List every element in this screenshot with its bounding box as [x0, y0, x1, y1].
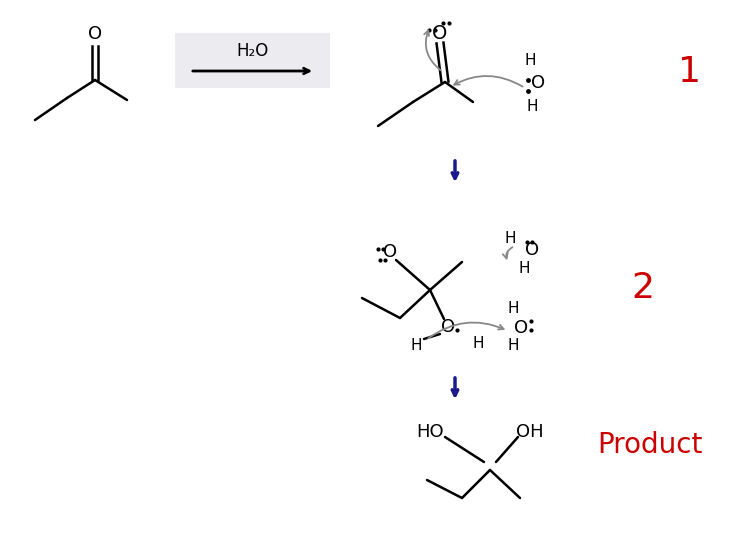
FancyArrowPatch shape	[428, 323, 503, 338]
Text: H: H	[410, 338, 422, 353]
Text: HO: HO	[416, 423, 444, 441]
Text: O: O	[432, 24, 448, 42]
Text: H: H	[507, 338, 519, 353]
Text: 1: 1	[678, 55, 701, 89]
FancyArrowPatch shape	[424, 30, 440, 70]
Text: O: O	[531, 74, 545, 92]
Text: H₂O: H₂O	[236, 42, 268, 60]
Text: H: H	[507, 301, 519, 316]
Text: O: O	[441, 318, 455, 336]
Text: Product: Product	[597, 431, 703, 459]
Text: H: H	[504, 231, 516, 246]
Text: O: O	[514, 319, 528, 337]
Text: H: H	[518, 261, 530, 276]
Text: H: H	[472, 335, 484, 350]
Text: 2: 2	[632, 271, 655, 305]
Text: O: O	[383, 243, 397, 261]
Text: O: O	[88, 25, 102, 43]
Text: H: H	[526, 98, 538, 113]
Text: O: O	[525, 241, 539, 259]
FancyBboxPatch shape	[175, 33, 330, 88]
FancyArrowPatch shape	[454, 76, 522, 87]
Text: OH: OH	[516, 423, 544, 441]
Text: H: H	[524, 52, 536, 67]
FancyArrowPatch shape	[503, 247, 513, 258]
